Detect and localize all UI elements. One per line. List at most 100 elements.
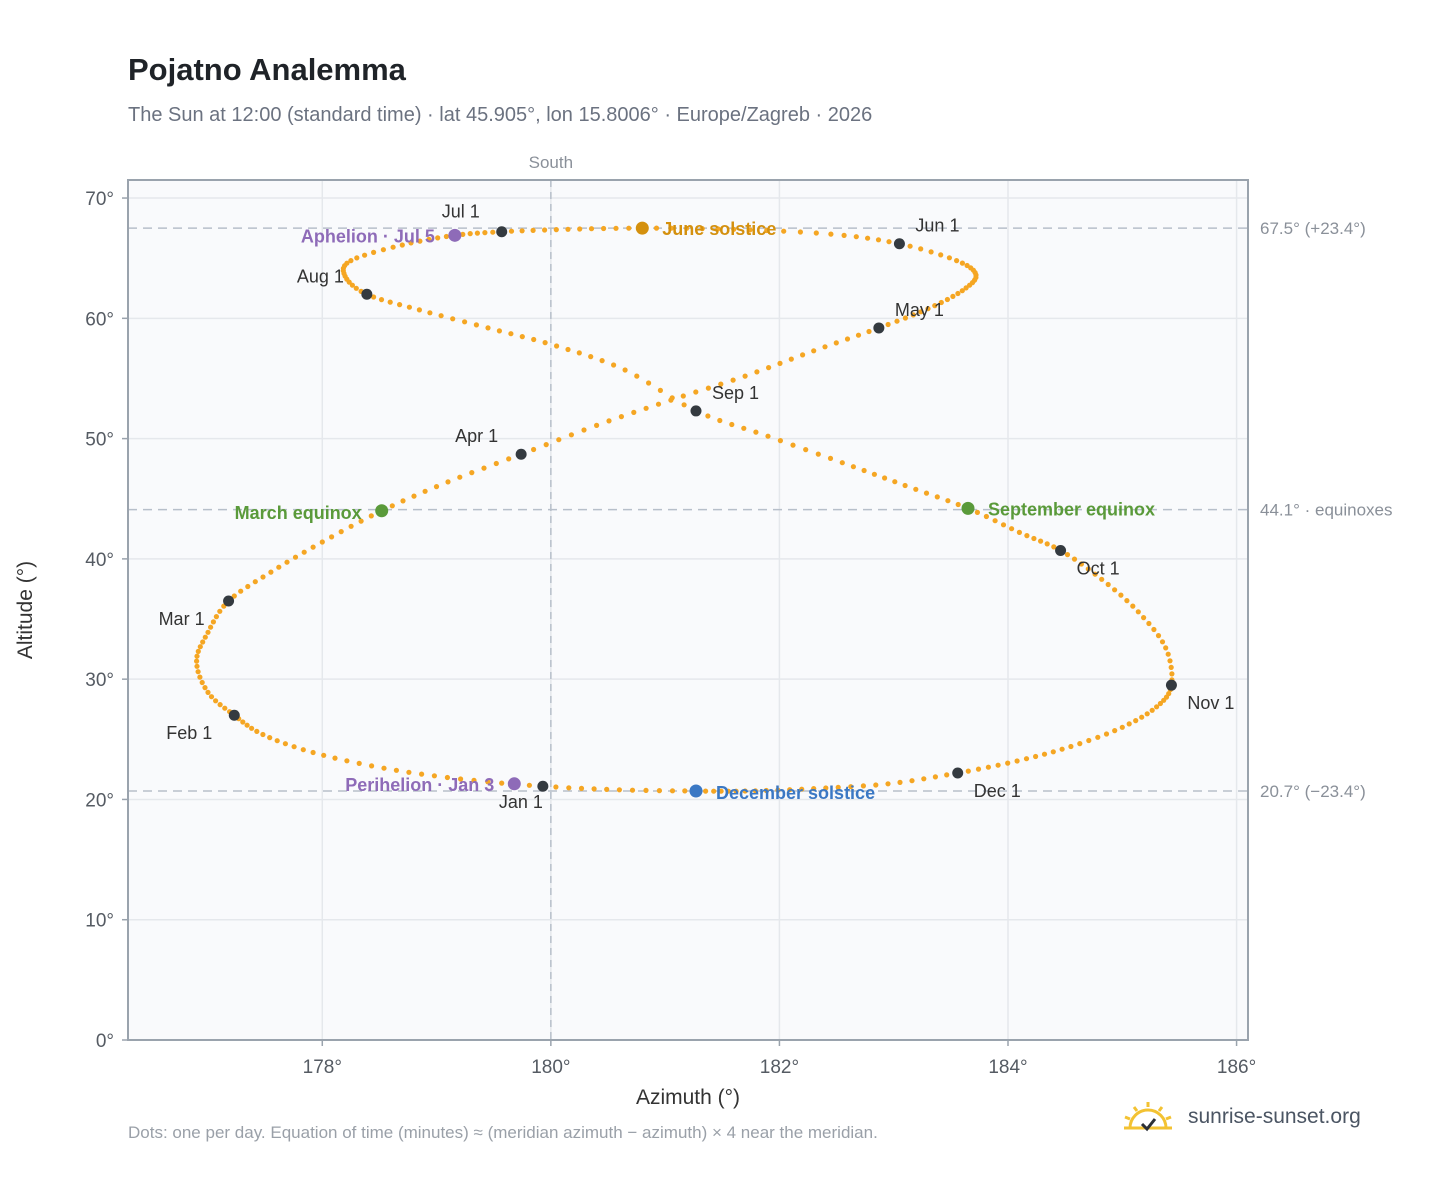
day-dot (387, 299, 393, 305)
day-dot (777, 360, 783, 366)
reference-line-label: 67.5° (+23.4°) (1260, 219, 1366, 238)
day-dot (618, 414, 625, 420)
event-label: March equinox (235, 503, 362, 523)
event-marker (635, 221, 649, 235)
x-axis-title: Azimuth (°) (636, 1086, 740, 1109)
day-dot (777, 438, 784, 444)
day-dot (566, 785, 572, 791)
day-dot (822, 344, 828, 350)
month-label: Apr 1 (455, 426, 498, 446)
day-dot (932, 303, 938, 309)
day-dot (406, 769, 412, 775)
day-dot (217, 608, 223, 614)
day-dot (892, 479, 898, 485)
day-dot (284, 559, 290, 565)
day-dot (945, 498, 951, 504)
day-dot (594, 422, 600, 428)
day-dot (646, 380, 652, 386)
day-dot (1135, 609, 1141, 615)
day-dot (1095, 734, 1101, 740)
brand[interactable]: sunrise-sunset.org (1122, 1100, 1361, 1134)
day-dot (897, 779, 903, 786)
day-dot (354, 255, 360, 261)
day-dot (781, 228, 787, 234)
day-dot (565, 346, 571, 353)
event-label: September equinox (988, 499, 1155, 519)
day-dot (1167, 658, 1173, 664)
month-marker (1055, 544, 1067, 556)
day-dot (202, 634, 208, 640)
event-marker (448, 228, 462, 242)
day-dot (252, 579, 258, 585)
day-dot (850, 464, 857, 470)
day-dot (444, 774, 450, 781)
day-dot (1050, 749, 1056, 755)
x-tick-label: 178° (303, 1057, 342, 1078)
day-dot (865, 235, 871, 241)
day-dot (1103, 731, 1110, 737)
day-dot (871, 471, 878, 477)
day-dot (955, 501, 961, 508)
day-dot (416, 307, 422, 313)
day-dot (481, 465, 487, 471)
day-dot (730, 377, 736, 383)
day-dot (1044, 541, 1050, 547)
day-dot (815, 451, 821, 457)
day-dot (222, 705, 228, 711)
day-dot (844, 336, 851, 342)
day-dot (855, 332, 862, 338)
y-tick-label: 40° (85, 550, 114, 571)
day-dot (362, 252, 368, 258)
day-dot (992, 518, 998, 524)
event-label: Aphelion · Jul 5 (301, 226, 435, 246)
day-dot (944, 296, 951, 303)
day-dot (356, 760, 362, 767)
day-dot (199, 679, 205, 686)
sun-icon (1124, 1102, 1172, 1132)
day-dot (576, 350, 582, 356)
day-dot (1071, 556, 1078, 562)
day-dot (725, 788, 731, 794)
month-label: Sep 1 (712, 383, 759, 403)
day-dot (526, 782, 533, 788)
day-dot (718, 381, 724, 387)
day-dot (349, 282, 355, 288)
y-tick-label: 10° (85, 911, 114, 932)
day-dot (963, 285, 969, 291)
day-dot (508, 331, 514, 337)
day-dot (195, 669, 201, 675)
brand-name[interactable]: sunrise-sunset.org (1188, 1105, 1361, 1128)
reference-line-label: 44.1° · equinoxes (1260, 501, 1393, 520)
day-dot (1146, 620, 1152, 627)
month-marker (537, 780, 549, 792)
day-dot (338, 529, 344, 535)
day-dot (811, 348, 817, 354)
day-dot (684, 225, 690, 231)
day-dot (554, 343, 560, 349)
day-dot (390, 244, 396, 250)
day-dot (393, 767, 399, 773)
month-label: Oct 1 (1077, 558, 1120, 578)
day-dot (1077, 741, 1083, 747)
day-dot (944, 772, 950, 778)
day-dot (705, 385, 712, 391)
month-label: Mar 1 (159, 609, 205, 629)
day-dot (329, 534, 335, 540)
day-dot (909, 778, 915, 784)
day-dot (205, 629, 211, 635)
day-dot (631, 409, 637, 415)
day-dot (194, 663, 200, 669)
day-dot (1105, 581, 1111, 588)
day-dot (885, 781, 891, 787)
month-label: Jun 1 (915, 216, 959, 236)
day-dot (450, 316, 456, 322)
day-dot (553, 784, 559, 790)
day-dot (1144, 711, 1150, 717)
day-dot (938, 252, 944, 258)
day-dot (508, 228, 515, 234)
day-dot (260, 731, 266, 738)
day-dot (408, 240, 414, 246)
day-dot (1051, 544, 1057, 550)
day-dot (499, 780, 505, 786)
